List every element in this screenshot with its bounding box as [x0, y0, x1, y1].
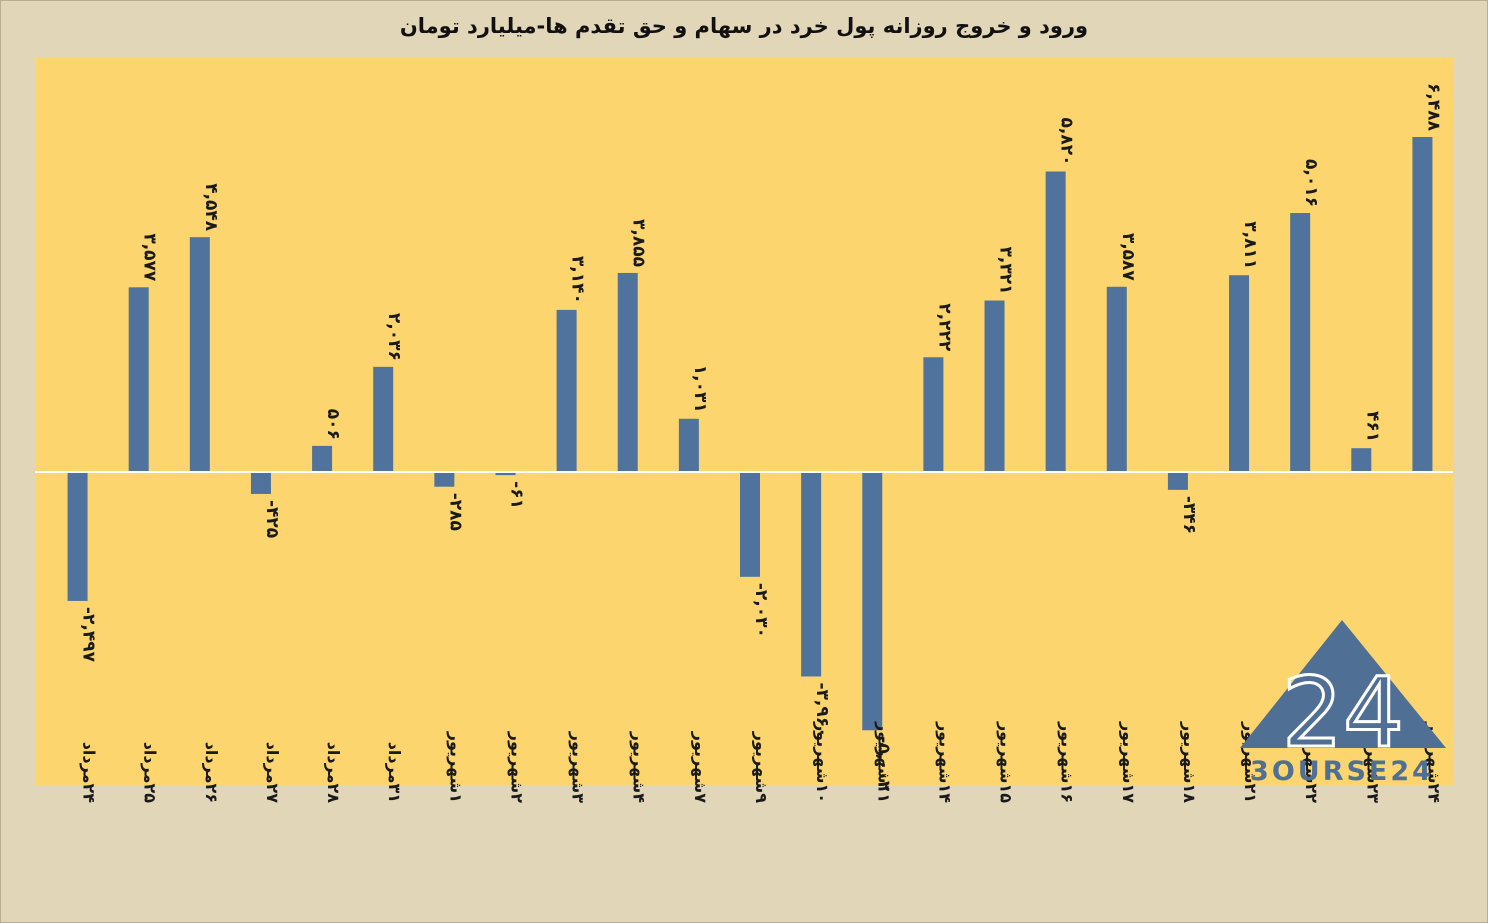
data-label: ۲,۰۳۶ — [384, 313, 404, 361]
category-label: ۱۶شهریور — [1058, 721, 1077, 803]
bar — [128, 287, 149, 472]
data-label: ۳,۱۴۰ — [568, 256, 588, 304]
category-label: ۱۰شهریور — [813, 721, 832, 803]
bar — [434, 472, 455, 487]
category-label: ۱۱شهریور — [874, 721, 893, 803]
category-label: ۱۵شهریور — [997, 721, 1016, 803]
category-label: ۲۶مرداد — [202, 742, 221, 803]
data-label: ۳,۳۲۱ — [996, 247, 1016, 295]
bar — [1290, 213, 1311, 472]
bourse24-logo: 24 3OURSE24 — [1240, 620, 1446, 787]
bar — [250, 472, 271, 494]
bar — [862, 472, 883, 731]
bar — [801, 472, 822, 677]
chart-title: ورود و خروج روزانه پول خرد در سهام و حق … — [399, 14, 1089, 38]
category-label: ۱۴شهریور — [935, 721, 954, 803]
category-label: ۲۵مرداد — [141, 742, 160, 804]
data-label: -۶۱ — [506, 481, 526, 509]
data-label: -۳۴۶ — [1179, 496, 1199, 534]
data-label: ۳,۸۱۱ — [1240, 221, 1260, 269]
category-label: ۱۸شهریور — [1180, 721, 1199, 803]
bar — [189, 237, 210, 472]
bar — [617, 272, 638, 472]
category-label: ۲۸مرداد — [324, 742, 343, 804]
data-label: -۴۲۵ — [262, 500, 282, 538]
bar — [1351, 448, 1372, 472]
data-label: ۴,۵۴۸ — [201, 183, 221, 232]
category-label: ۳۱مرداد — [385, 742, 404, 803]
category-label: ۷شهریور — [691, 731, 710, 804]
category-label: ۹شهریور — [752, 731, 771, 804]
category-label: ۴شهریور — [630, 731, 649, 804]
data-label: ۴۶۱ — [1362, 411, 1382, 442]
triangle-24-icon — [1240, 620, 1446, 748]
category-label: ۲شهریور — [507, 731, 526, 804]
logo-digits: 24 — [1282, 657, 1404, 769]
category-label: ۲۷مرداد — [263, 742, 282, 804]
bar — [923, 357, 944, 472]
bar — [495, 472, 516, 476]
bar — [312, 445, 333, 472]
data-label: -۲,۰۳۰ — [751, 583, 771, 638]
bar — [373, 366, 394, 472]
bar — [984, 300, 1005, 472]
bar — [1412, 137, 1433, 472]
data-label: ۲,۲۲۲ — [934, 303, 954, 352]
data-label: ۳,۵۷۷ — [140, 233, 160, 282]
data-label: ۳,۸۵۵ — [629, 219, 649, 267]
data-label: ۶,۴۸۸ — [1423, 83, 1443, 132]
bar — [740, 472, 760, 577]
data-label: -۵,۰۰۲ — [873, 736, 893, 792]
data-label: ۱,۰۳۱ — [690, 365, 710, 413]
plot-area — [35, 58, 1453, 785]
bar — [556, 309, 577, 472]
bar — [1045, 171, 1066, 472]
data-label: -۲,۴۹۷ — [79, 607, 99, 663]
data-label: ۳,۵۸۷ — [1118, 233, 1138, 282]
category-label: ۳شهریور — [569, 731, 588, 804]
bar — [67, 472, 88, 601]
data-label: ۵,۸۲۰ — [1057, 118, 1077, 166]
bar — [1167, 472, 1188, 490]
data-label: ۵,۰۱۶ — [1301, 159, 1321, 207]
category-label: ۲۴مرداد — [80, 742, 99, 804]
data-label: -۳,۹۶۰ — [812, 682, 832, 737]
bar — [1106, 286, 1127, 472]
bar — [678, 418, 699, 472]
category-label: ۱۷شهریور — [1119, 721, 1138, 803]
logo-text: 3OURSE24 — [1250, 756, 1434, 787]
data-label: ۵۰۶ — [323, 409, 343, 440]
data-label: -۲۸۵ — [445, 493, 465, 531]
bar — [1229, 275, 1250, 472]
category-label: ۱شهریور — [446, 731, 465, 803]
